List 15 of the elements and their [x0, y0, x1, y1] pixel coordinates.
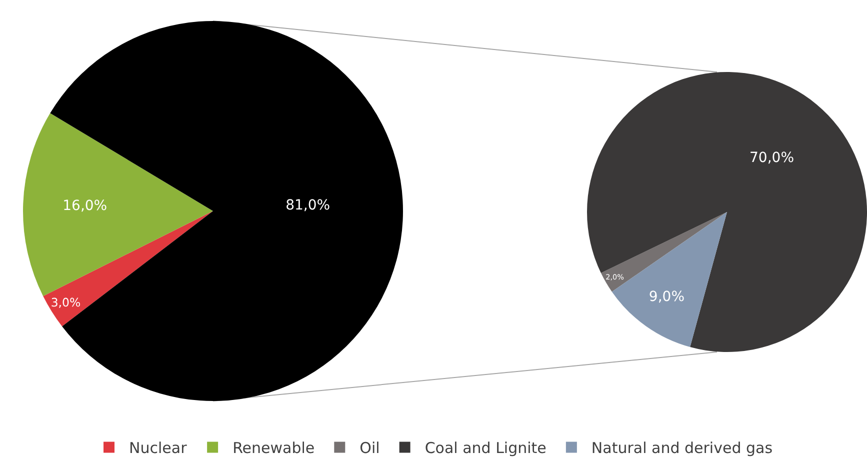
- legend-label: Renewable: [232, 439, 315, 458]
- data-label: 81,0%: [286, 198, 330, 214]
- data-label: 9,0%: [648, 289, 685, 306]
- pie-slice: [23, 113, 213, 296]
- legend-label: Coal and Lignite: [424, 439, 546, 458]
- data-label: 70,0%: [750, 150, 794, 166]
- pie-slice: [50, 21, 403, 401]
- pie-slice: [587, 72, 867, 352]
- legend-label: Oil: [360, 439, 380, 458]
- data-label: 16,0%: [62, 198, 108, 214]
- data-label: 3,0%: [50, 295, 81, 310]
- legend-label: Nuclear: [129, 439, 188, 458]
- legend-label: Natural and derived gas: [591, 439, 773, 458]
- pie-slice: [43, 211, 213, 326]
- pie-slice: [600, 212, 727, 292]
